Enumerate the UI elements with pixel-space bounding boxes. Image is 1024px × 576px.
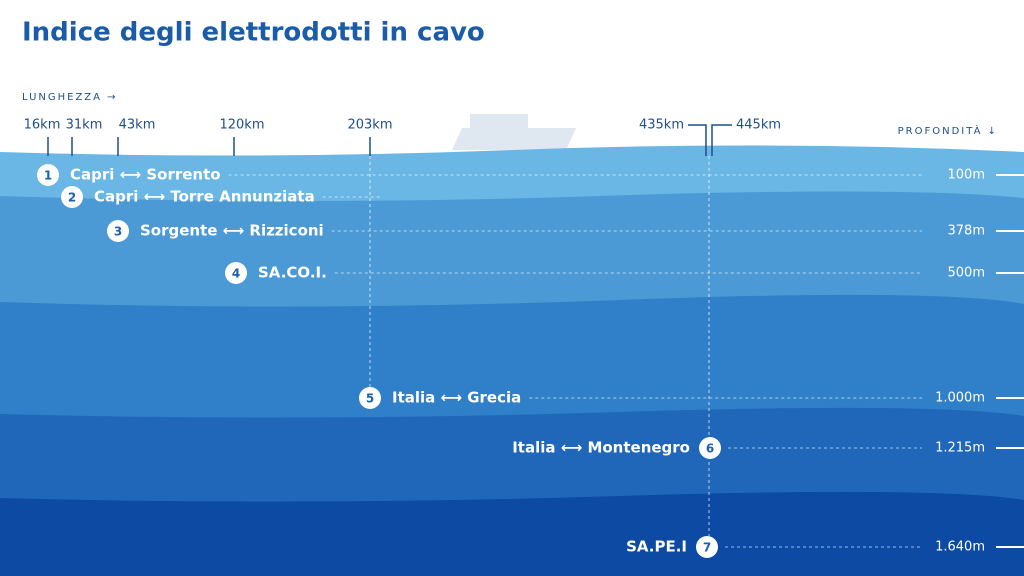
- depth-label: 1.640m: [935, 540, 985, 555]
- cable-badge: [61, 186, 83, 208]
- tick: [688, 124, 707, 156]
- depth-label: 1.215m: [935, 441, 985, 456]
- cable-badge: [225, 262, 247, 284]
- cable-badge: [37, 164, 59, 186]
- cable-number: 5: [366, 392, 374, 406]
- cable-label: Capri ⟷ Torre Annunziata: [94, 188, 315, 206]
- cable-badge: [359, 387, 381, 409]
- cable-label: Sorgente ⟷ Rizziconi: [140, 222, 324, 240]
- drop-lines: [369, 156, 710, 536]
- length-label: 445km: [736, 118, 781, 133]
- tick: [711, 124, 732, 156]
- length-label: 435km: [639, 118, 684, 133]
- water-layer: [0, 491, 1024, 576]
- cable-number: 3: [114, 225, 122, 239]
- length-label: 203km: [347, 118, 392, 133]
- length-label: 120km: [219, 118, 264, 133]
- cable-number: 2: [68, 191, 76, 205]
- cable-number: 4: [232, 267, 240, 281]
- cable-number: 1: [44, 169, 52, 183]
- cable-number: 7: [703, 541, 711, 555]
- title: Indice degli elettrodotti in cavo: [22, 18, 485, 48]
- depth-label: 378m: [948, 224, 985, 239]
- cable-number: 6: [706, 442, 714, 456]
- length-label: 31km: [66, 118, 103, 133]
- cable-label: Italia ⟷ Grecia: [392, 389, 521, 407]
- depth-label: 100m: [948, 168, 985, 183]
- ship: [452, 114, 576, 150]
- length-axis-label: LUNGHEZZA →: [22, 92, 118, 103]
- cable-label: SA.CO.I.: [258, 264, 327, 282]
- cable-badge: [107, 220, 129, 242]
- cable-label: Capri ⟷ Sorrento: [70, 166, 221, 184]
- cable-badge: [699, 437, 721, 459]
- cable-badge: [696, 536, 718, 558]
- length-label: 43km: [119, 118, 156, 133]
- cable-label: SA.PE.I: [626, 538, 687, 556]
- cable-label: Italia ⟷ Montenegro: [512, 439, 690, 457]
- length-ticks: [47, 124, 732, 156]
- depth-label: 500m: [948, 266, 985, 281]
- depth-axis-label: PROFONDITÀ ↓: [898, 124, 998, 137]
- depth-label: 1.000m: [935, 391, 985, 406]
- length-label: 16km: [24, 118, 61, 133]
